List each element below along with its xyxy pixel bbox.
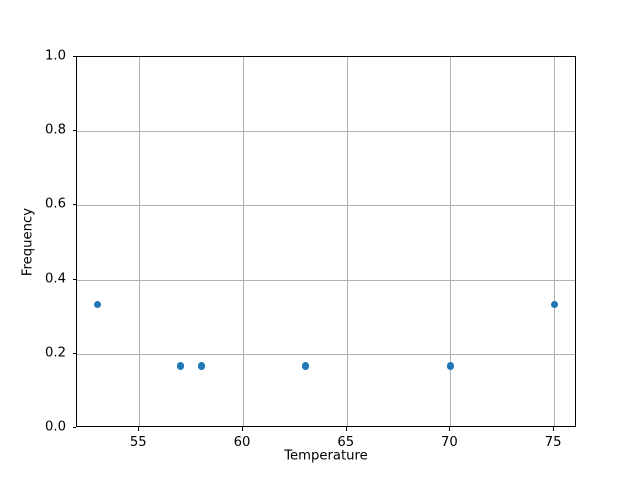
- y-axis-tick: [72, 427, 76, 428]
- y-axis-tick: [72, 204, 76, 206]
- y-axis-tick: [72, 278, 76, 280]
- scatter-point: [197, 362, 206, 370]
- gridline-horizontal: [77, 279, 575, 281]
- x-axis-tick: [138, 427, 140, 431]
- y-axis-tick: [72, 130, 76, 132]
- x-axis-tick: [553, 427, 555, 431]
- scatter-point: [301, 362, 309, 370]
- x-axis-tick: [241, 427, 243, 431]
- x-axis-tick-label: 75: [544, 435, 562, 450]
- y-axis-tick-label: 1.0: [45, 48, 66, 64]
- x-axis-tick: [345, 427, 347, 431]
- scatter-point: [446, 362, 455, 370]
- gridline-horizontal: [77, 205, 575, 207]
- x-axis-tick: [449, 427, 451, 431]
- scatter-point: [177, 362, 185, 370]
- gridline-vertical: [346, 57, 348, 426]
- x-axis-tick-label: 55: [129, 435, 147, 450]
- y-axis-title: Frequency: [20, 207, 36, 276]
- y-axis-tick-label: 0.2: [45, 345, 66, 361]
- y-axis-tick: [72, 56, 76, 57]
- x-axis-tick-label: 65: [337, 435, 355, 450]
- y-axis-tick-label: 0.6: [45, 196, 66, 212]
- gridline-vertical: [139, 57, 141, 426]
- y-axis-tick-label: 0.4: [45, 270, 66, 286]
- x-axis-title: Temperature: [284, 448, 368, 464]
- x-axis-tick-label: 60: [233, 435, 251, 450]
- y-axis-tick-label: 0.0: [45, 419, 66, 435]
- y-axis-tick-label: 0.8: [45, 122, 66, 138]
- gridline-vertical: [450, 57, 452, 426]
- gridline-vertical: [242, 57, 244, 426]
- x-axis-tick-label: 70: [441, 435, 458, 450]
- gridline-vertical: [554, 57, 556, 426]
- y-axis-tick: [72, 352, 76, 354]
- scatter-point: [550, 300, 558, 309]
- gridline-horizontal: [77, 131, 575, 133]
- plot-axes-area: [76, 56, 576, 427]
- scatter-point: [94, 300, 102, 309]
- gridline-horizontal: [77, 353, 575, 355]
